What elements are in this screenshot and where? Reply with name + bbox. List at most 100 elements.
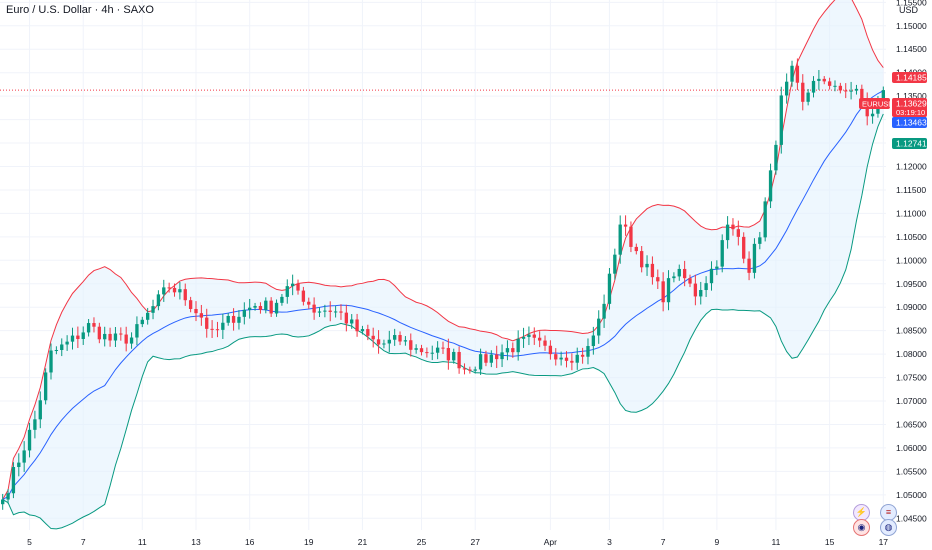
candle <box>656 269 660 289</box>
candle <box>129 332 134 349</box>
candle-body <box>301 290 306 302</box>
candle <box>473 366 477 374</box>
candle-body <box>103 333 107 340</box>
candle-body <box>328 310 332 312</box>
candle-body <box>849 90 853 92</box>
candle-body <box>33 419 37 430</box>
candle <box>264 297 268 314</box>
candle <box>554 348 558 366</box>
middle-band-line <box>2 90 884 500</box>
candle-body <box>146 312 150 320</box>
candle <box>151 299 155 320</box>
candle-body <box>742 236 746 259</box>
candle <box>215 321 220 338</box>
upper-band-value: 1.14185 <box>896 73 927 83</box>
candle-body <box>81 332 85 339</box>
candle-body <box>699 290 703 297</box>
upper-band-badge <box>892 72 927 83</box>
candle <box>248 298 252 319</box>
candle-body <box>860 88 864 102</box>
candle-body <box>607 273 612 304</box>
candle <box>97 322 102 344</box>
candle-body <box>382 343 386 345</box>
candle-body <box>258 305 263 310</box>
price-tick-label: 1.06500 <box>896 419 927 429</box>
candle-body <box>290 283 295 287</box>
candle-body <box>151 306 155 313</box>
candle <box>736 220 740 246</box>
candle-body <box>188 300 193 309</box>
candle-body <box>312 304 316 313</box>
candle <box>140 316 144 328</box>
candle <box>580 347 585 364</box>
candle <box>280 294 284 306</box>
candle <box>435 341 440 360</box>
candle <box>742 232 746 264</box>
candle-body <box>350 319 354 324</box>
candle <box>521 327 526 348</box>
candle-body <box>618 224 622 255</box>
bollinger-bands <box>2 0 884 530</box>
candle-body <box>548 345 553 355</box>
candle-body <box>172 287 177 293</box>
candle-body <box>65 341 69 345</box>
candle-body <box>640 251 644 268</box>
candle <box>784 73 789 104</box>
candle-body <box>795 65 800 83</box>
candle-body <box>387 339 391 344</box>
eu-us-flag-icon[interactable]: ◉ <box>853 519 870 536</box>
middle-band-value: 1.13463 <box>896 118 927 128</box>
candle <box>618 215 622 264</box>
candle-body <box>323 310 327 312</box>
candle-body <box>296 283 300 291</box>
candle <box>409 333 413 357</box>
candle-body <box>511 348 515 353</box>
candle <box>317 307 322 318</box>
price-tick-label: 1.09000 <box>896 302 927 312</box>
time-axis[interactable]: 5 7 11 13 16 19 21 25 27 Apr 3 7 9 11 15 17 <box>27 537 888 547</box>
candle-body <box>307 301 311 305</box>
time-tick-label: 15 <box>825 537 835 547</box>
candle-body <box>457 351 461 369</box>
candle <box>366 324 370 341</box>
candle <box>570 353 574 371</box>
candle-body <box>543 340 547 346</box>
currency-label[interactable]: USD <box>899 5 919 15</box>
globe-icon[interactable]: ◍ <box>880 519 897 536</box>
candle-body <box>414 348 418 350</box>
time-tick-label: 19 <box>304 537 314 547</box>
candle <box>629 221 633 253</box>
candle <box>92 317 96 333</box>
candle <box>774 140 778 175</box>
candle <box>162 279 166 302</box>
candle <box>17 453 21 477</box>
time-tick-label: 21 <box>358 537 368 547</box>
candle <box>640 246 644 273</box>
time-tick-label: 7 <box>81 537 86 547</box>
candle-body <box>709 268 714 284</box>
candle-body <box>231 315 236 323</box>
candle <box>43 368 48 405</box>
candle-body <box>435 347 440 353</box>
candle-body <box>656 277 660 282</box>
candle-body <box>817 78 821 81</box>
candle-body <box>784 81 789 96</box>
band-fill <box>2 0 884 529</box>
candle-body <box>731 224 735 230</box>
candle <box>699 281 703 305</box>
candle-body <box>623 224 628 227</box>
candle <box>827 77 832 90</box>
candle-body <box>736 229 740 237</box>
candle-body <box>672 276 676 279</box>
candle <box>393 328 397 346</box>
candle-body <box>758 237 762 244</box>
candle <box>199 304 204 326</box>
price-tick-label: 1.07000 <box>896 396 927 406</box>
candle-body <box>586 346 590 357</box>
candle <box>231 308 236 331</box>
candle-body <box>768 170 773 202</box>
candle-body <box>580 354 585 357</box>
candle-body <box>49 350 53 373</box>
candle <box>119 327 123 341</box>
